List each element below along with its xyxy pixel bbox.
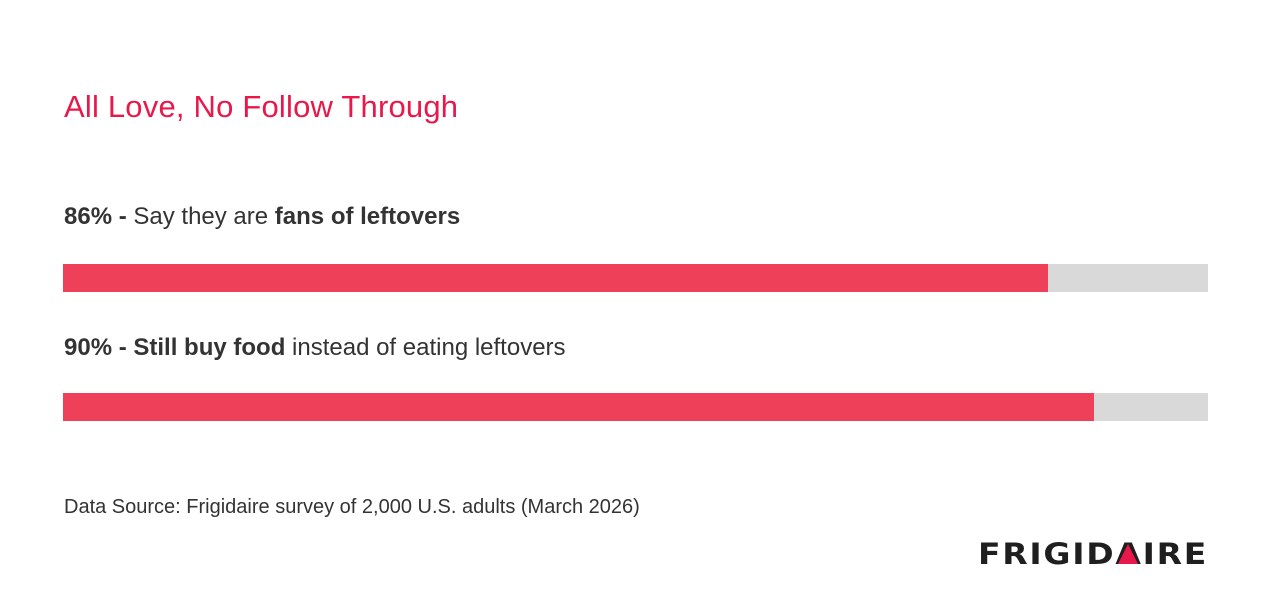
stat-text-before: Say they are (133, 203, 275, 230)
bar-fill (63, 393, 1094, 421)
stat-label-fans: 86% - Say they are fans of leftovers (64, 203, 460, 231)
chart-title: All Love, No Follow Through (64, 89, 459, 124)
stat-dash: - (112, 203, 134, 230)
logo-wordmark: FRIGIDAIRE (978, 537, 1208, 571)
bar-track (63, 264, 1208, 292)
frigidaire-logo: FRIGIDAIRE (978, 537, 1208, 571)
stat-percent: 86% (64, 203, 113, 230)
stat-dash: - (112, 334, 134, 361)
stat-label-still-buy: 90% - Still buy food instead of eating l… (64, 334, 566, 362)
stat-bold-phrase: Still buy food (133, 334, 286, 361)
bar-track (63, 393, 1208, 421)
stat-percent: 90% (64, 334, 113, 361)
stat-text-after: instead of eating leftovers (285, 334, 566, 361)
stat-bold-phrase: fans of leftovers (274, 203, 461, 230)
triangle-a-icon (1118, 544, 1138, 564)
data-source: Data Source: Frigidaire survey of 2,000 … (64, 496, 640, 518)
bar-fill (63, 264, 1048, 292)
